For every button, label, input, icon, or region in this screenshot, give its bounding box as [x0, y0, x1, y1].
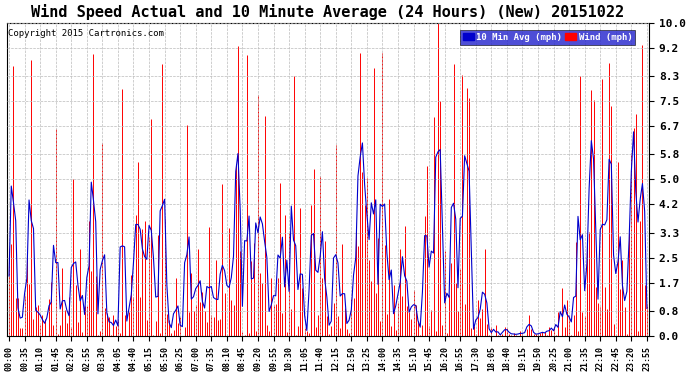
Text: Copyright 2015 Cartronics.com: Copyright 2015 Cartronics.com	[8, 29, 164, 38]
Title: Wind Speed Actual and 10 Minute Average (24 Hours) (New) 20151022: Wind Speed Actual and 10 Minute Average …	[32, 4, 624, 20]
Legend: 10 Min Avg (mph), Wind (mph): 10 Min Avg (mph), Wind (mph)	[460, 30, 635, 45]
